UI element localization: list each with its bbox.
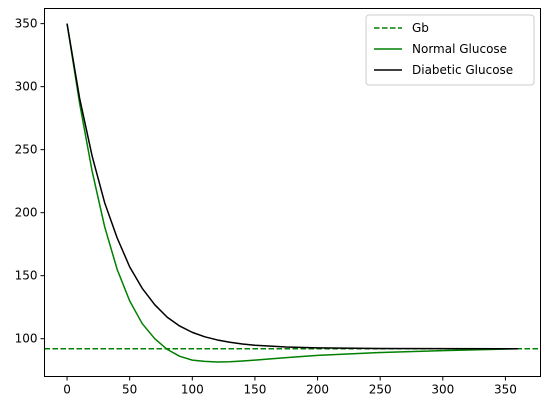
series-line-diabetic-glucose — [66, 23, 518, 350]
y-tick-label: 100 — [15, 332, 38, 346]
x-tick-label: 300 — [431, 383, 454, 397]
x-tick-label: 50 — [122, 383, 137, 397]
x-tick-label: 100 — [181, 383, 204, 397]
legend-label-gb: Gb — [412, 21, 429, 35]
x-tick-label: 350 — [494, 383, 517, 397]
legend-label-normal-glucose: Normal Glucose — [412, 42, 507, 56]
legend: Gb Normal Glucose Diabetic Glucose — [365, 14, 535, 86]
plot-frame — [44, 8, 541, 377]
plot-area — [44, 23, 541, 363]
x-tick-label: 200 — [306, 383, 329, 397]
series-line-normal-glucose — [66, 23, 518, 363]
x-tick-label: 0 — [63, 383, 71, 397]
x-axis: 0 50 100 150 200 250 300 350 — [63, 376, 517, 397]
y-tick-label: 150 — [15, 269, 38, 283]
y-tick-label: 200 — [15, 206, 38, 220]
x-tick-label: 250 — [369, 383, 392, 397]
x-tick-label: 150 — [243, 383, 266, 397]
y-axis: 100 150 200 250 300 350 — [15, 17, 45, 346]
legend-label-diabetic-glucose: Diabetic Glucose — [412, 63, 513, 77]
legend-box — [365, 14, 535, 86]
y-tick-label: 350 — [15, 17, 38, 31]
y-tick-label: 300 — [15, 80, 38, 94]
y-tick-label: 250 — [15, 143, 38, 157]
